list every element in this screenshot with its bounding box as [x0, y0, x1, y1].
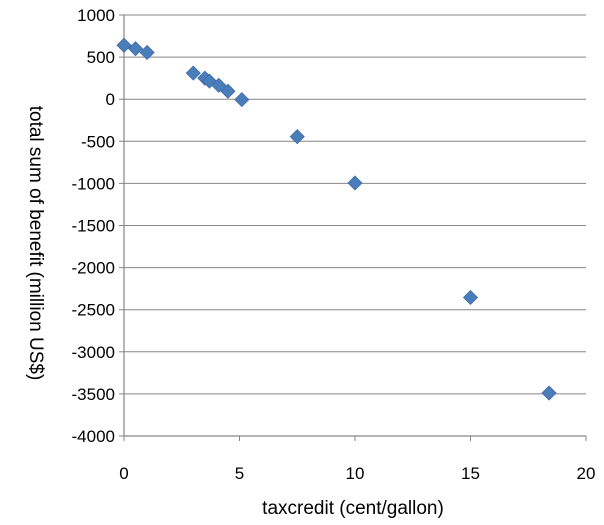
data-point	[289, 129, 305, 145]
y-tick-label: -3000	[72, 343, 115, 362]
y-tick-label: -2000	[72, 259, 115, 278]
data-point	[234, 92, 250, 108]
data-point	[127, 41, 144, 57]
data-point	[462, 289, 479, 306]
data-point	[116, 37, 132, 53]
x-tick-label: 15	[461, 464, 480, 483]
x-tick-label: 20	[577, 464, 596, 483]
data-point	[347, 175, 363, 191]
y-tick-label: -1500	[72, 217, 115, 236]
y-tick-label: -4000	[72, 427, 115, 446]
y-tick-label: 500	[87, 48, 115, 67]
y-tick-label: -1000	[72, 174, 115, 193]
x-tick-label: 10	[346, 464, 365, 483]
y-tick-label: -2500	[72, 301, 115, 320]
x-tick-label: 0	[119, 464, 128, 483]
data-point	[185, 65, 201, 81]
axes	[119, 14, 587, 441]
data-point	[220, 83, 236, 99]
data-point	[211, 77, 227, 93]
y-tick-label: -500	[81, 132, 115, 151]
x-tick-labels: 0 5 10 15 20	[119, 464, 595, 483]
data-point	[541, 385, 557, 401]
x-tick-label: 5	[235, 464, 244, 483]
x-axis-title: taxcredit (cent/gallon)	[262, 498, 444, 519]
y-axis-title: total sum of benefit (million US$)	[25, 106, 46, 381]
y-tick-labels: 1000 500 0 -500 -1000 -1500 -2000 -2500 -3000 -35…	[72, 6, 115, 446]
data-points	[116, 37, 557, 401]
y-tick-label: -3500	[72, 385, 115, 404]
y-tick-label: 0	[106, 90, 115, 109]
data-point	[139, 44, 155, 61]
y-tick-label: 1000	[77, 6, 115, 25]
